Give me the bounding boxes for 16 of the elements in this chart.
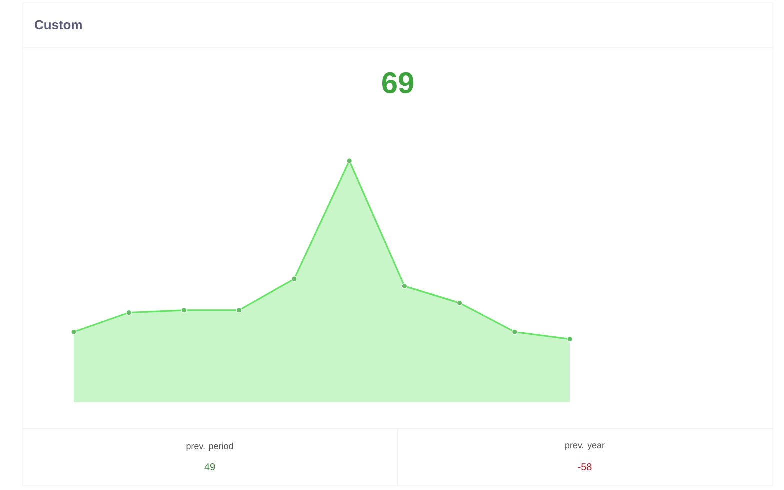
point [456, 300, 463, 306]
point [292, 276, 298, 282]
point [126, 310, 132, 316]
text: -58 [578, 463, 592, 471]
point [567, 336, 573, 342]
point [512, 329, 518, 335]
point [346, 158, 352, 164]
point [71, 329, 77, 335]
point [402, 283, 408, 290]
point [181, 308, 188, 314]
text: 69 [382, 72, 414, 94]
text: prev. year [566, 444, 605, 450]
chart-title: Custom [35, 20, 82, 30]
point [236, 308, 242, 314]
text: prev. period [186, 442, 234, 452]
text: 49 [204, 463, 216, 471]
